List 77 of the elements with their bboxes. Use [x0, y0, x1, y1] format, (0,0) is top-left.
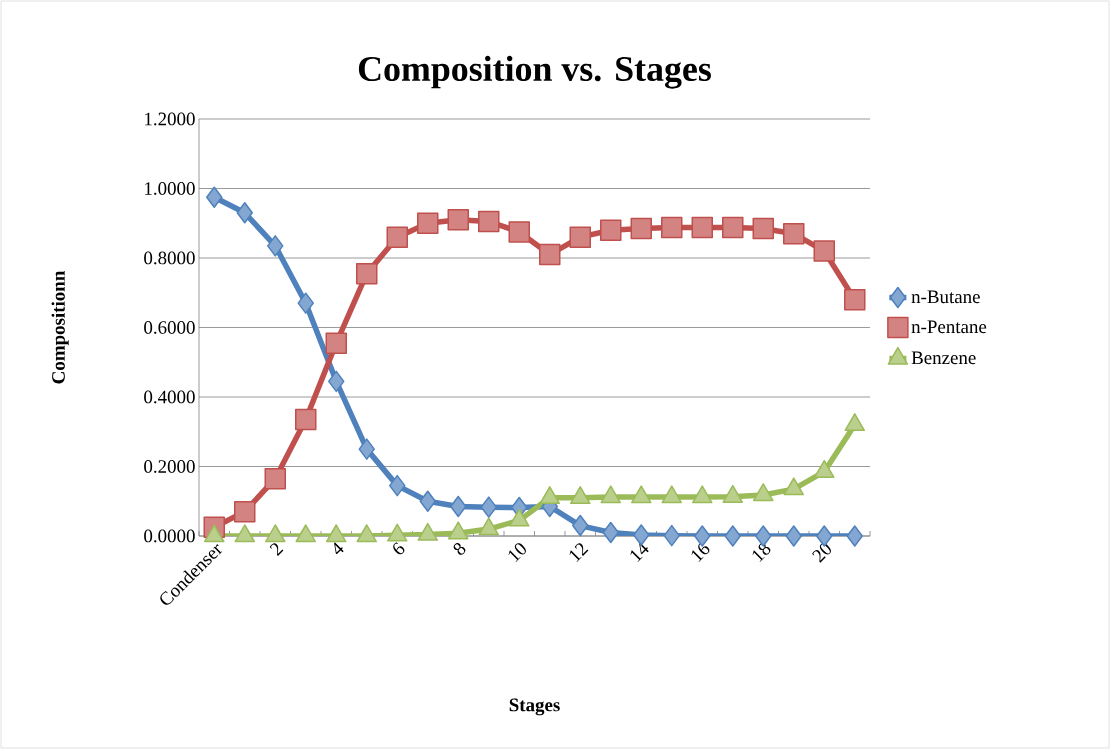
point: [417, 522, 439, 541]
point: [203, 524, 225, 543]
point: [508, 508, 530, 527]
point: [478, 517, 500, 536]
point: [783, 477, 805, 496]
point: [386, 226, 408, 248]
point: [234, 524, 256, 543]
point: [722, 216, 744, 239]
point: [630, 217, 653, 240]
point: [785, 525, 803, 547]
x-tick-label: 10: [508, 543, 526, 563]
point: [450, 495, 467, 518]
y-tick-label: 0.6000: [144, 321, 195, 334]
point: [297, 292, 314, 314]
point: [846, 525, 864, 547]
point: [206, 186, 223, 208]
point: [691, 485, 713, 504]
point: [844, 288, 866, 311]
point: [600, 219, 622, 241]
legend-label: n-Pentane: [911, 320, 987, 334]
point: [508, 221, 530, 243]
point: [480, 496, 497, 518]
point: [602, 521, 619, 544]
y-axis-title: Compositionn: [51, 271, 69, 384]
point: [267, 235, 284, 257]
y-tick-label: 1.2000: [145, 112, 195, 126]
legend-label: n-Butane: [911, 290, 980, 304]
y-tick-label: 0.0000: [144, 529, 195, 543]
point: [264, 524, 286, 543]
point: [661, 216, 683, 239]
point: [358, 438, 375, 460]
point: [539, 486, 561, 505]
point: [752, 217, 775, 240]
point: [417, 212, 439, 234]
point: [600, 485, 622, 504]
point: [478, 210, 500, 233]
point: [295, 408, 317, 431]
x-tick-label: 4: [334, 542, 344, 555]
point: [569, 226, 591, 248]
point: [661, 485, 683, 504]
point: [844, 413, 866, 432]
point: [236, 202, 253, 224]
y-tick-label: 1.0000: [145, 182, 195, 195]
point: [724, 525, 742, 547]
point: [325, 332, 347, 354]
point: [572, 514, 589, 537]
point: [328, 370, 345, 393]
x-axis-title: Stages: [509, 698, 560, 716]
x-tick-label: 8: [453, 543, 466, 555]
point: [447, 521, 469, 540]
point: [813, 240, 836, 262]
point: [325, 524, 347, 543]
y-tick-label: 0.4000: [144, 390, 195, 404]
point: [389, 474, 406, 497]
x-tick-label: 12: [569, 543, 589, 563]
point: [569, 486, 591, 505]
legend-label: Benzene: [911, 351, 976, 365]
point: [356, 262, 378, 285]
point: [630, 485, 652, 504]
point: [663, 524, 681, 547]
point: [539, 243, 561, 266]
point: [783, 222, 805, 245]
x-tick-label: 14: [630, 542, 649, 563]
point: [447, 209, 469, 231]
point: [234, 500, 256, 523]
point: [386, 523, 408, 542]
y-tick-label: 0.8000: [144, 251, 195, 265]
point: [691, 216, 714, 239]
point: [295, 524, 317, 543]
point: [264, 467, 286, 490]
point: [752, 483, 774, 502]
chart-title: Composition vs. Stages: [358, 55, 711, 89]
x-tick-label: 6: [393, 542, 405, 555]
y-tick-label: 0.2000: [144, 460, 195, 473]
x-tick-label: 2: [269, 543, 284, 556]
point: [356, 524, 378, 543]
point: [419, 490, 436, 512]
